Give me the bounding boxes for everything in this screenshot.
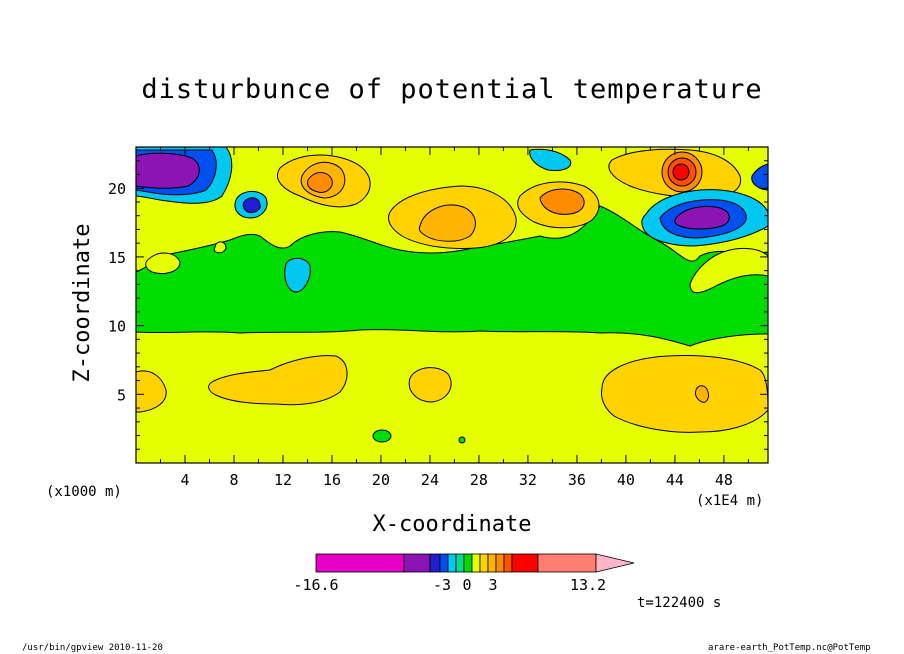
y-tick-label: 5 bbox=[117, 386, 126, 404]
x-unit-left: (x1000 m) bbox=[46, 484, 122, 500]
colorbar-segment bbox=[315, 553, 405, 573]
colorbar-segment bbox=[537, 553, 597, 573]
x-unit-right: (x1E4 m) bbox=[696, 493, 764, 509]
x-tick-label: 8 bbox=[229, 471, 238, 489]
colorbar-segment bbox=[403, 553, 431, 573]
region-yellow-spot-1 bbox=[145, 252, 181, 275]
colorbar-segment bbox=[439, 553, 449, 573]
region-cyan-top-mid bbox=[529, 148, 572, 171]
x-tick-label: 24 bbox=[421, 471, 439, 489]
colorbar-segment bbox=[495, 553, 505, 573]
chart-title: disturbunce of potential temperature bbox=[141, 74, 763, 105]
colorbar-segment bbox=[455, 553, 465, 573]
region-gold-lower-3 bbox=[408, 367, 452, 403]
colorbar-segment bbox=[429, 553, 441, 573]
footer-right: arare-earth_PotTemp.nc@PotTemp bbox=[708, 643, 871, 653]
y-ticks: 5 10 15 20 bbox=[108, 160, 768, 450]
plot-frame bbox=[135, 146, 769, 464]
region-green-dot-1 bbox=[372, 429, 392, 443]
colorbar-segment bbox=[463, 553, 473, 573]
colorbar: -16.6 -3 0 3 13.2 bbox=[293, 553, 635, 594]
x-tick-label: 40 bbox=[617, 471, 635, 489]
time-label: t=122400 s bbox=[637, 595, 722, 611]
region-orange-4 bbox=[307, 172, 333, 193]
x-axis-label: X-coordinate bbox=[372, 512, 532, 537]
colorbar-segment bbox=[447, 553, 457, 573]
region-orange-3 bbox=[539, 188, 585, 215]
region-yellow-right-lobe bbox=[689, 247, 768, 294]
region-red-peak-inner bbox=[672, 163, 690, 181]
y-tick-label: 15 bbox=[108, 249, 126, 267]
region-blue-right-edge bbox=[751, 163, 768, 191]
region-cyan-small-2 bbox=[284, 257, 311, 293]
colorbar-segment bbox=[479, 553, 489, 573]
region-blue-small-1-inner bbox=[242, 197, 261, 213]
region-gold-lower-2 bbox=[208, 355, 348, 406]
region-orange-lower-dot bbox=[695, 385, 709, 403]
colorbar-arrow bbox=[595, 553, 635, 573]
x-tick-label: 48 bbox=[715, 471, 733, 489]
x-tick-label: 32 bbox=[519, 471, 537, 489]
colorbar-label: 0 bbox=[462, 576, 471, 594]
region-purple-right bbox=[674, 205, 730, 230]
colorbar-segment bbox=[503, 553, 513, 573]
colorbar-segment bbox=[487, 553, 497, 573]
footer-left: /usr/bin/gpview 2010-11-20 bbox=[22, 643, 163, 653]
x-tick-label: 4 bbox=[180, 471, 189, 489]
y-tick-label: 10 bbox=[108, 318, 126, 336]
x-tick-label: 20 bbox=[372, 471, 390, 489]
region-purple-topleft bbox=[136, 152, 200, 189]
region-gold-lower-4 bbox=[601, 355, 768, 433]
x-tick-label: 16 bbox=[323, 471, 341, 489]
region-green-dot-2 bbox=[458, 436, 466, 444]
region-orange-2 bbox=[418, 204, 476, 242]
x-ticks: 4 8 12 16 20 24 28 32 36 40 44 48 bbox=[159, 147, 749, 489]
colorbar-label: 3 bbox=[488, 576, 497, 594]
colorbar-label: -3 bbox=[433, 576, 451, 594]
region-gold-lower-1 bbox=[136, 370, 167, 413]
x-tick-label: 44 bbox=[666, 471, 684, 489]
x-tick-label: 28 bbox=[470, 471, 488, 489]
colorbar-segment bbox=[471, 553, 481, 573]
y-tick-label: 20 bbox=[108, 180, 126, 198]
colorbar-label: -16.6 bbox=[293, 576, 338, 594]
x-tick-label: 12 bbox=[274, 471, 292, 489]
colorbar-label: 13.2 bbox=[570, 576, 606, 594]
region-yellow-spot-2 bbox=[213, 241, 227, 254]
colorbar-segment bbox=[511, 553, 539, 573]
x-tick-label: 36 bbox=[568, 471, 586, 489]
plot-area bbox=[136, 147, 768, 463]
